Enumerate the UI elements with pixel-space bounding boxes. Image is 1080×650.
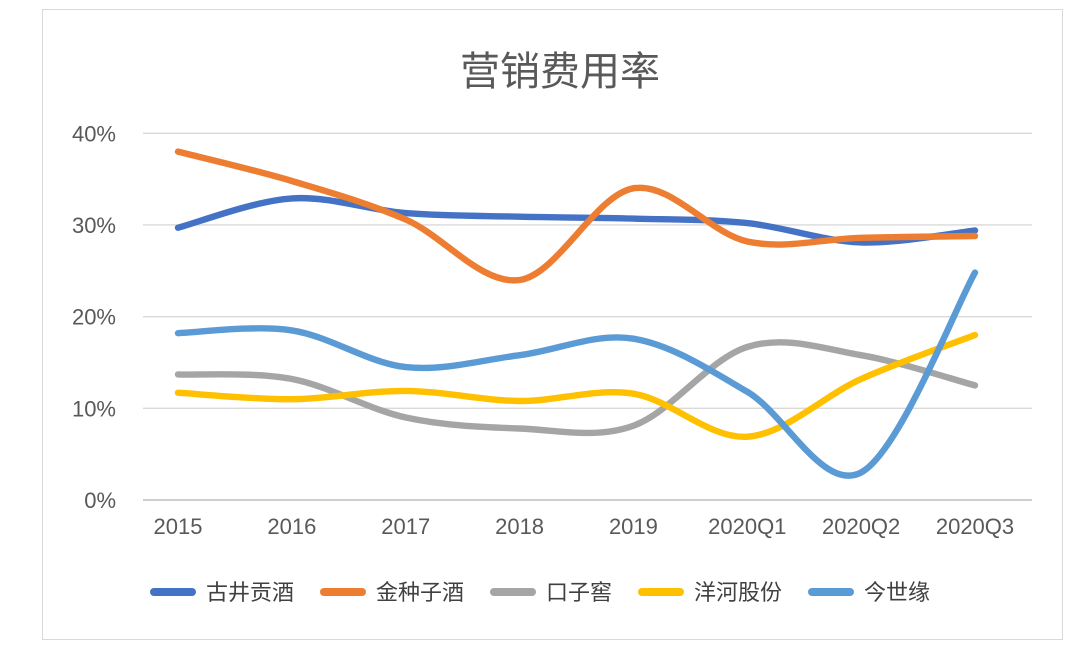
legend-item: 洋河股份: [638, 580, 782, 605]
series-line: [174, 148, 979, 284]
y-tick-label: 30%: [72, 213, 116, 238]
legend-label: 洋河股份: [694, 580, 782, 605]
y-axis-labels: 0% 10% 20% 30% 40%: [72, 121, 116, 513]
gridlines: [143, 132, 1032, 501]
x-tick-label: 2019: [609, 514, 658, 539]
legend-label: 口子窖: [546, 580, 612, 605]
legend-label: 金种子酒: [376, 580, 464, 605]
legend-item: 口子窖: [490, 580, 612, 605]
legend-item: 金种子酒: [320, 580, 464, 605]
series-lines: [174, 148, 979, 479]
y-tick-label: 40%: [72, 121, 116, 146]
series-line: [174, 339, 979, 437]
legend-swatch: [150, 588, 196, 596]
legend-swatch: [808, 588, 854, 596]
legend-label: 今世缘: [864, 580, 930, 605]
x-tick-label: 2020Q3: [936, 514, 1014, 539]
legend-label: 古井贡酒: [206, 580, 294, 605]
legend-item: 今世缘: [808, 580, 930, 605]
legend-item: 古井贡酒: [150, 580, 294, 605]
legend: 古井贡酒 金种子酒 口子窖 洋河股份 今世缘: [150, 580, 930, 605]
x-axis-labels: 2015 2016 2017 2018 2019 2020Q1 2020Q2 2020Q3: [154, 514, 1015, 539]
y-tick-label: 10%: [72, 396, 116, 421]
series-line: [174, 331, 979, 440]
x-tick-label: 2018: [495, 514, 544, 539]
x-tick-label: 2016: [267, 514, 316, 539]
series-line: [174, 269, 979, 479]
x-tick-label: 2020Q1: [708, 514, 786, 539]
y-tick-label: 20%: [72, 305, 116, 330]
card-border: [42, 9, 1063, 640]
x-tick-label: 2017: [381, 514, 430, 539]
y-tick-label: 0%: [84, 488, 116, 513]
legend-swatch: [638, 588, 684, 596]
x-tick-label: 2020Q2: [822, 514, 900, 539]
legend-swatch: [320, 588, 366, 596]
chart-title: 营销费用率: [460, 50, 660, 94]
x-tick-label: 2015: [154, 514, 203, 539]
legend-swatch: [490, 588, 536, 596]
